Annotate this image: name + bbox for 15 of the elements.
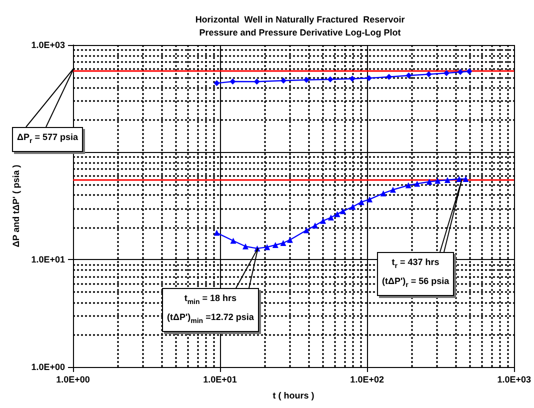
annotation: t$_{r}$ = 437 hrs (390, 256, 440, 272)
annotation: ΔP$_{r}$ = 577 psia (17, 131, 78, 147)
annotation: (tΔP')$_{min}$ =12.72 psia (167, 310, 254, 327)
annotation: (tΔP')$_{r}$ = 56 psia (382, 274, 450, 291)
annotation: t$_{min}$ = 18 hrs (183, 292, 238, 308)
y-tick-label: 1.0E+03 (31, 40, 65, 50)
x-tick-label: 1.0E+00 (56, 374, 90, 384)
x-tick-label: 1.0E+02 (350, 374, 384, 384)
y-tick-label: 1.0E+00 (31, 362, 65, 372)
chart-title: Horizontal Well in Naturally Fractured Reservoir Pressure and Pressure Derivative Log-Log Plot (195, 14, 406, 38)
y-axis-title: ΔP and tΔP' ( psia ) (10, 164, 21, 248)
x-tick-label: 1.0E+01 (203, 374, 237, 384)
y-tick-label: 1.0E+01 (31, 254, 65, 265)
x-axis-title: t ( hours ) (272, 390, 314, 400)
x-tick-label: 1.0E+03 (497, 374, 531, 384)
